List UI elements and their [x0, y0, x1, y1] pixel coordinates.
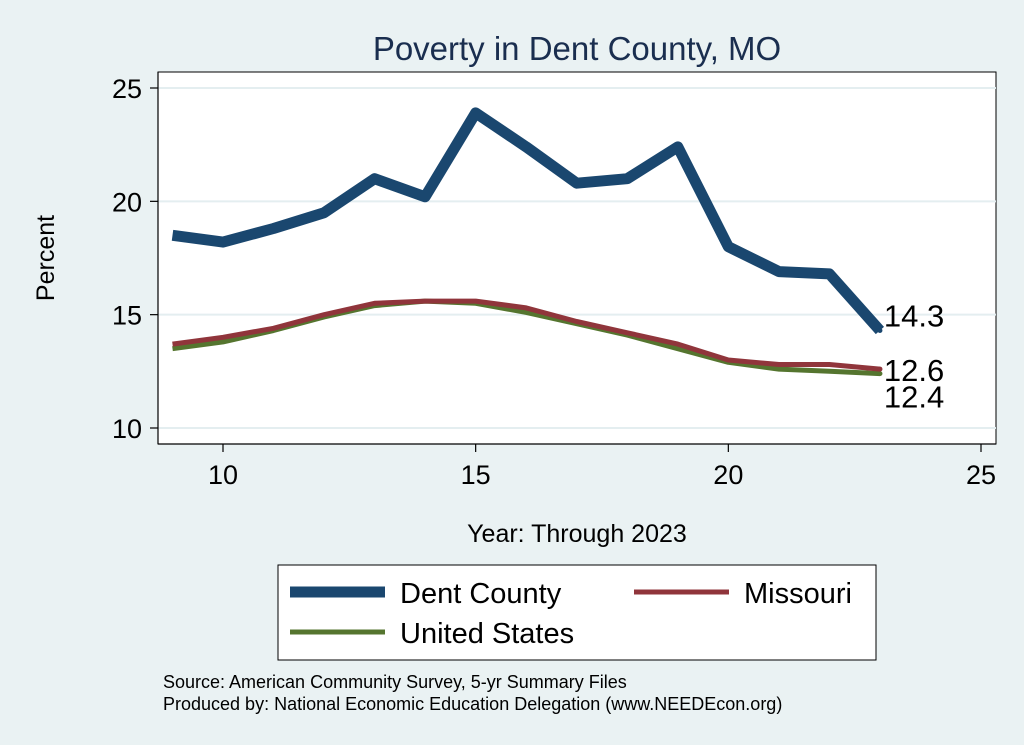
y-tick-label-20: 20: [112, 187, 142, 217]
x-tick-label-20: 20: [713, 460, 743, 490]
end-label-united-states: 12.4: [884, 380, 944, 415]
legend-label-dent-county: Dent County: [400, 578, 562, 610]
end-label-missouri: 12.6: [884, 353, 944, 388]
series-endpoint-missouri: [877, 366, 883, 372]
source-note: Source: American Community Survey, 5-yr …: [163, 672, 627, 692]
axis-ticks: 10 15 20 25 10 15 20 25: [112, 74, 996, 490]
y-axis-title: Percent: [32, 215, 60, 301]
x-axis-title: Year: Through 2023: [467, 520, 687, 548]
legend-label-united-states: United States: [400, 618, 574, 650]
legend-label-missouri: Missouri: [744, 578, 852, 610]
produced-by-note: Produced by: National Economic Education…: [163, 694, 782, 714]
series-endpoint-united-states: [877, 371, 883, 377]
series-endpoint-dent-county: [877, 328, 883, 334]
legend: Dent County Missouri United States: [277, 564, 877, 661]
series-lines: [171, 107, 885, 377]
y-tick-label-15: 15: [112, 301, 142, 331]
y-tick-label-25: 25: [112, 74, 142, 104]
legend-box: [277, 564, 877, 661]
series-line-missouri: [172, 298, 881, 372]
y-tick-label-10: 10: [112, 414, 142, 444]
series-line-dent-county: [171, 107, 885, 335]
x-tick-label-15: 15: [461, 460, 491, 490]
end-labels: 14.3 12.612.4: [884, 299, 944, 415]
chart-title: Poverty in Dent County, MO: [373, 30, 781, 67]
x-tick-label-25: 25: [966, 460, 996, 490]
grid-lines: [158, 87, 996, 429]
x-tick-label-10: 10: [208, 460, 238, 490]
end-label-dent-county: 14.3: [884, 299, 944, 334]
plot-area: [157, 71, 997, 445]
